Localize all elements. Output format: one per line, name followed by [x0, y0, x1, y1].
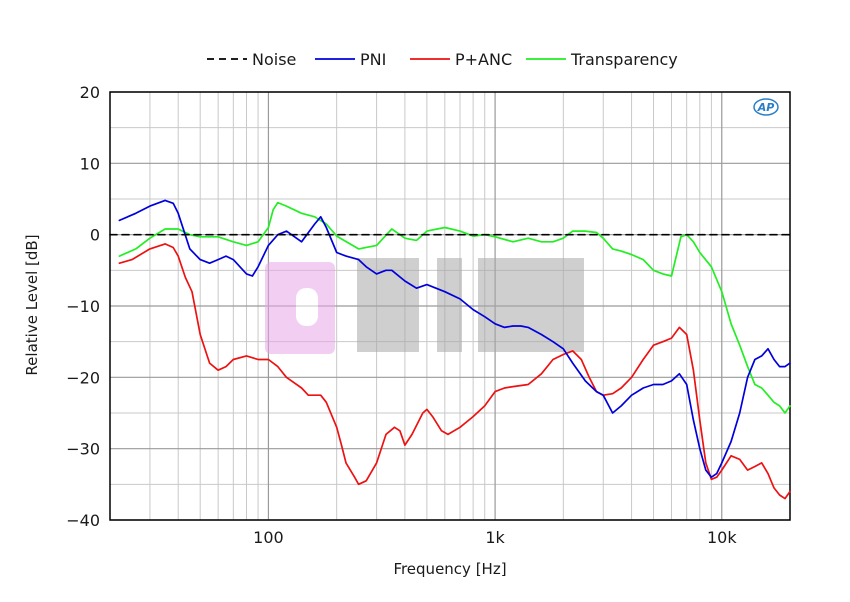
axes-frame — [109, 91, 791, 521]
x-axis-label: Frequency [Hz] — [393, 560, 506, 578]
y-tick-label: −10 — [66, 297, 100, 316]
series-line-pni — [118, 199, 791, 479]
y-tick-label: −20 — [66, 368, 100, 387]
y-tick-label: 10 — [80, 154, 100, 173]
legend-label: P+ANC — [455, 50, 512, 69]
y-tick-label: 0 — [90, 226, 100, 245]
watermark-block-4 — [478, 258, 584, 352]
ap-logo-text: AP — [757, 101, 775, 114]
x-tick-label: 10k — [707, 528, 737, 547]
y-axis-label: Relative Level [dB] — [23, 234, 41, 375]
ap-logo: AP — [753, 98, 779, 116]
watermark-block-2 — [357, 258, 419, 352]
x-tick-label: 100 — [253, 528, 284, 547]
legend-label: Noise — [252, 50, 296, 69]
legend: Noise PNI P+ANC Transparency — [207, 50, 678, 69]
plot-border — [109, 91, 791, 521]
legend-label: Transparency — [570, 50, 678, 69]
series-line-transparency — [118, 201, 791, 414]
ap-logo-ring-icon — [753, 98, 779, 116]
y-tick-label: −40 — [66, 511, 100, 530]
watermark-block-3 — [437, 258, 462, 352]
legend-label: PNI — [360, 50, 386, 69]
y-tick-label: 20 — [80, 83, 100, 102]
series-line-p-anc — [118, 243, 791, 500]
y-tick-label: −30 — [66, 440, 100, 459]
watermark — [265, 258, 584, 354]
series-layer — [109, 199, 791, 500]
x-tick-label: 1k — [485, 528, 505, 547]
watermark-hole — [296, 288, 318, 326]
